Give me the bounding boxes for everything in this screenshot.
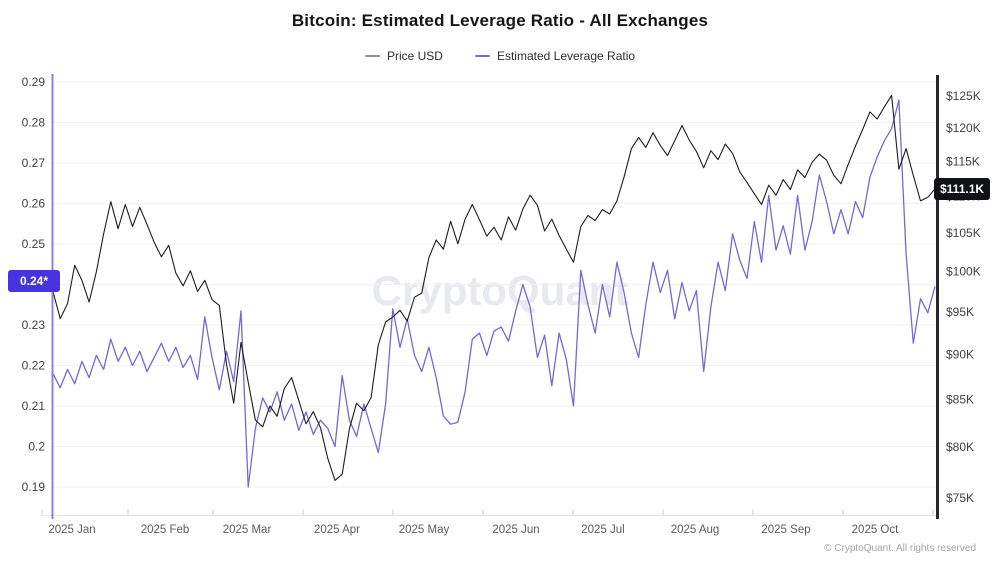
x-axis-label: 2025 Feb xyxy=(141,524,190,536)
left-axis-tick-label: 0.2 xyxy=(28,440,45,454)
price-last-value-badge: $111.1K xyxy=(934,177,991,200)
right-axis-tick-label: $115K xyxy=(946,155,980,169)
right-axis-tick-label: $95K xyxy=(946,305,974,319)
price-line-swatch-icon xyxy=(364,55,380,57)
copyright-text: © CryptoQuant. All rights reserved xyxy=(824,543,976,554)
legend: Price USD Estimated Leverage Ratio xyxy=(0,49,1000,63)
left-axis-tick-label: 0.23 xyxy=(22,318,46,332)
x-axis-label: 2025 Apr xyxy=(314,524,360,536)
leverage-last-value-badge: 0.24* xyxy=(8,269,60,292)
leverage-line-swatch-icon xyxy=(474,55,490,57)
x-axis-label: 2025 Jun xyxy=(492,524,539,536)
x-axis-label: 2025 Jul xyxy=(581,524,624,536)
left-axis-tick-label: 0.19 xyxy=(22,480,46,494)
left-axis-tick-label: 0.28 xyxy=(22,116,46,130)
legend-item-leverage[interactable]: Estimated Leverage Ratio xyxy=(474,49,636,63)
right-axis-tick-label: $120K xyxy=(946,121,981,135)
left-axis-tick-label: 0.25 xyxy=(22,237,46,251)
x-axis-label: 2025 Mar xyxy=(223,524,272,536)
x-axis-label: 2025 Oct xyxy=(852,524,899,536)
leverage-ratio-line xyxy=(52,99,936,488)
chart-title: Bitcoin: Estimated Leverage Ratio - All … xyxy=(291,11,709,30)
right-axis-tick-label: $105K xyxy=(946,226,981,240)
right-axis-tick-label: $125K xyxy=(946,89,981,103)
price-line xyxy=(52,94,936,481)
left-axis-tick-label: 0.26 xyxy=(22,197,46,211)
legend-label-leverage: Estimated Leverage Ratio xyxy=(496,49,636,63)
left-axis-tick-label: 0.29 xyxy=(22,75,46,89)
x-axis-label: 2025 May xyxy=(399,524,450,536)
left-axis-tick-label: 0.22 xyxy=(22,359,46,373)
legend-item-price[interactable]: Price USD xyxy=(364,49,443,63)
right-axis-tick-label: $85K xyxy=(946,392,974,406)
left-axis-tick-label: 0.21 xyxy=(22,399,46,413)
right-axis-tick-label: $100K xyxy=(946,265,981,279)
right-axis-tick-label: $90K xyxy=(946,348,974,362)
legend-label-price: Price USD xyxy=(386,49,443,63)
right-axis-tick-label: $80K xyxy=(946,440,974,454)
x-axis-label: 2025 Jan xyxy=(48,524,95,536)
right-axis-tick-label: $75K xyxy=(946,491,974,505)
x-axis-label: 2025 Sep xyxy=(761,524,810,536)
x-axis-label: 2025 Aug xyxy=(671,524,720,536)
left-axis-tick-label: 0.27 xyxy=(22,156,46,170)
